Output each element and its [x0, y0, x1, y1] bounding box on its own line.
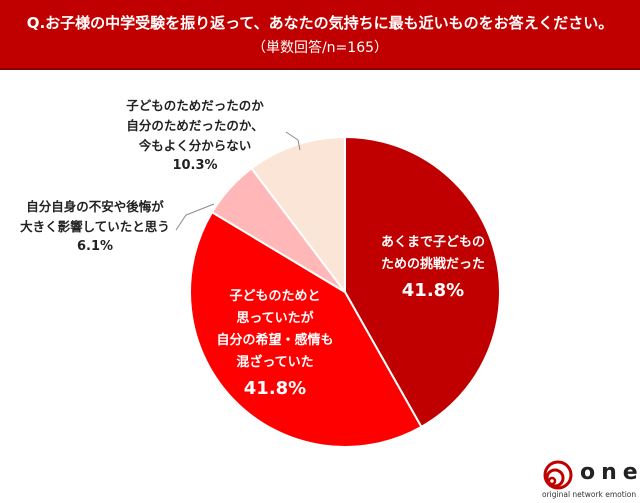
chart-subtitle: （単数回答/n=165）	[251, 40, 389, 56]
pie-slice-0	[344, 135, 501, 429]
label-line: ための挑戦だった	[380, 257, 485, 272]
chart-title-banner: Q.お子様の中学受験を振り返って、あなたの気持ちに最も近いものをお答えください。…	[0, 0, 640, 70]
data-label: 10.3%	[172, 158, 218, 173]
label-line: 自分の希望・感情も	[216, 333, 334, 348]
brand-logo: one original network emotion	[520, 460, 638, 502]
label-line: 混ざっていた	[236, 355, 314, 370]
logo-mark-icon	[543, 460, 573, 490]
label-line: 自分のためだったのか、	[126, 118, 264, 133]
data-label: 6.1%	[76, 239, 114, 254]
leader-line-3	[285, 131, 301, 151]
pie-slice-3	[250, 135, 346, 295]
label-line: 自分自身の不安や後悔が	[26, 199, 164, 214]
label-line: 大きく影響していたと思う	[20, 219, 170, 234]
slice-label-3: 子どものためだったのか 自分のためだったのか、 今もよく分からない 10.3%	[105, 96, 285, 176]
label-line: 子どものためと	[229, 289, 321, 304]
label-line: 今もよく分からない	[138, 138, 252, 153]
label-line: 子どものためだったのか	[126, 98, 264, 113]
leader-line-2	[175, 203, 215, 231]
logo-tagline: original network emotion	[542, 490, 637, 499]
label-line: あくまで子どもの	[380, 235, 485, 250]
slice-label-1: 子どものためと 思っていたが 自分の希望・感情も 混ざっていた 41.8%	[205, 286, 345, 404]
data-label: 41.8%	[243, 378, 307, 399]
data-label: 41.8%	[401, 280, 465, 301]
chart-title: Q.お子様の中学受験を振り返って、あなたの気持ちに最も近いものをお答えください。	[26, 14, 614, 32]
logo-text: one	[580, 460, 640, 485]
slice-label-0: あくまで子どもの ための挑戦だった 41.8%	[368, 232, 498, 306]
slice-label-2: 自分自身の不安や後悔が 大きく影響していたと思う 6.1%	[10, 197, 180, 257]
label-line: 思っていたが	[236, 311, 314, 326]
pie-slice-1	[189, 210, 423, 448]
